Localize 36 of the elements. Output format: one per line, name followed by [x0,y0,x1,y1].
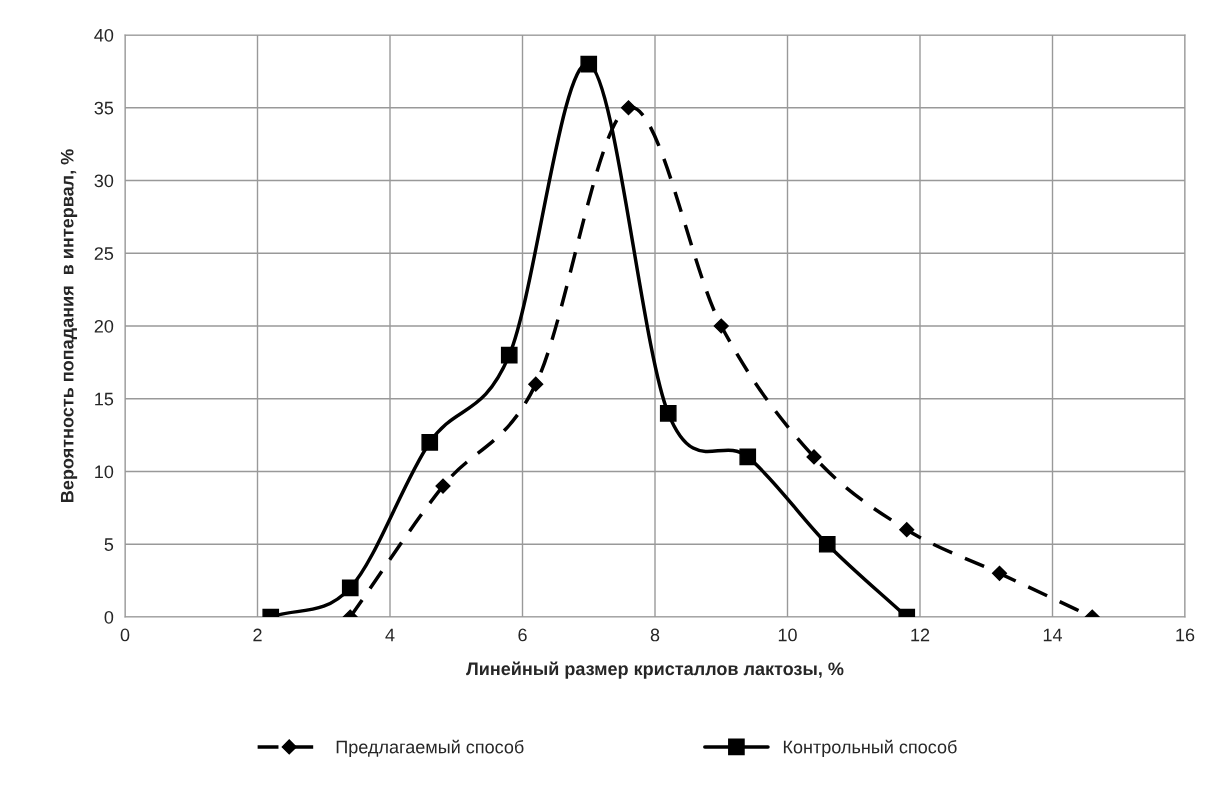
point [528,376,544,392]
y-tick-label: 25 [94,247,114,260]
y-tick-label: 40 [94,28,114,42]
point [620,100,637,116]
y-tick-label: 35 [94,101,114,115]
point [421,434,439,451]
x-tick-label: 14 [1043,628,1063,642]
x-axis-title: Линейный размер кристаллов лактозы, % [466,661,844,679]
point [991,565,1008,581]
y-tick-label: 0 [104,610,114,624]
point [713,318,729,334]
x-tick-label: 12 [911,628,930,642]
point [341,579,359,597]
point [435,478,451,494]
y-tick-label: 30 [94,174,114,188]
x-tick-label: 8 [650,628,660,642]
x-tick-label: 16 [1176,628,1195,642]
point [580,55,598,73]
x-tick-label: 10 [778,628,797,642]
y-tick-label: 20 [94,319,114,333]
point [818,535,836,553]
y-axis-title: Вероятность попадания в интервал, % [60,149,78,502]
x-tick-label: 0 [120,628,130,642]
point [806,449,822,465]
x-tick-label: 4 [385,628,395,642]
legend-label: Предлагаемый способ [336,739,524,757]
point [500,346,518,364]
y-tick-label: 5 [104,538,114,551]
y-tick-label: 10 [95,465,114,479]
x-tick-label: 6 [518,628,527,642]
point [659,404,677,422]
x-tick-label: 2 [253,628,262,642]
point [739,448,757,466]
legend-label: Контрольный способ [783,739,957,757]
point [899,522,915,538]
y-tick-label: 15 [95,392,114,406]
